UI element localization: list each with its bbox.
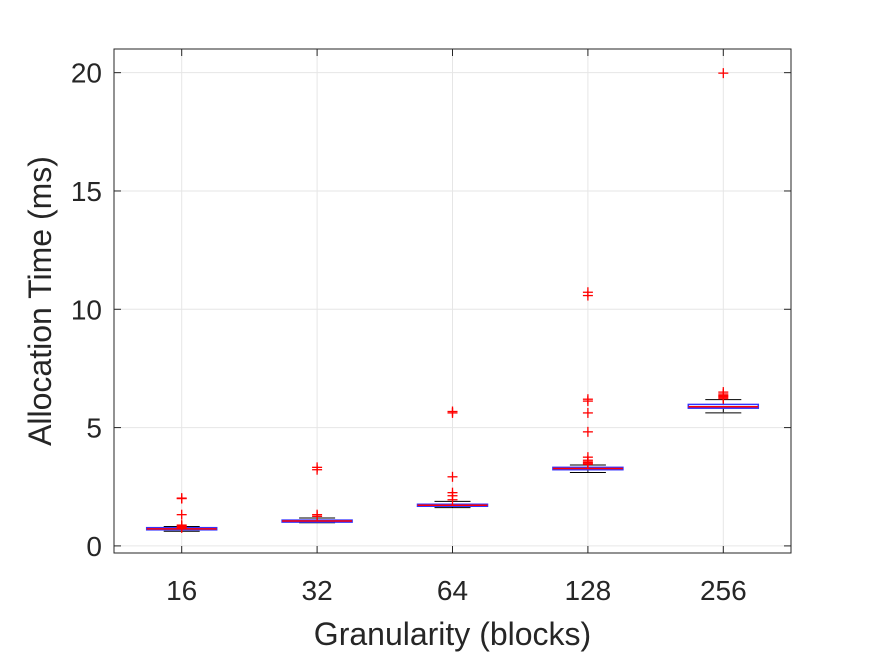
outlier-marker bbox=[312, 462, 323, 473]
x-tick-label: 64 bbox=[437, 575, 468, 606]
y-tick-label: 20 bbox=[71, 58, 102, 89]
axis-ticks: 0 5 10 15 20 16 32 64 128 256 bbox=[71, 49, 791, 606]
y-tick-label: 5 bbox=[86, 413, 102, 444]
outlier-marker bbox=[582, 394, 593, 405]
outlier-marker bbox=[582, 452, 593, 463]
outlier-marker bbox=[176, 493, 187, 504]
outlier-marker bbox=[718, 68, 729, 79]
box-plot-series bbox=[145, 68, 760, 533]
box-group-32 bbox=[281, 462, 353, 524]
outlier-marker bbox=[582, 426, 593, 437]
y-axis-title: Allocation Time (ms) bbox=[22, 156, 58, 446]
outlier-marker bbox=[447, 471, 458, 482]
x-tick-label: 256 bbox=[700, 575, 747, 606]
outlier-marker bbox=[312, 509, 323, 520]
x-tick-label: 16 bbox=[166, 575, 197, 606]
y-tick-label: 0 bbox=[86, 531, 102, 562]
box-group-16 bbox=[145, 493, 218, 533]
x-tick-label: 128 bbox=[565, 575, 612, 606]
outlier-marker bbox=[447, 487, 458, 498]
outlier-marker bbox=[582, 287, 593, 298]
outlier-marker bbox=[176, 509, 187, 520]
grid-lines bbox=[114, 49, 791, 553]
y-tick-label: 15 bbox=[71, 176, 102, 207]
outlier-marker bbox=[718, 387, 729, 398]
outlier-marker bbox=[582, 407, 593, 418]
outlier-marker bbox=[447, 406, 458, 417]
x-tick-label: 32 bbox=[302, 575, 333, 606]
box-group-128 bbox=[552, 287, 624, 474]
box-group-256 bbox=[687, 68, 760, 414]
outlier-marker bbox=[176, 520, 187, 531]
x-axis-title: Granularity (blocks) bbox=[314, 616, 591, 652]
box-group-64 bbox=[416, 406, 489, 509]
y-tick-label: 10 bbox=[71, 294, 102, 325]
